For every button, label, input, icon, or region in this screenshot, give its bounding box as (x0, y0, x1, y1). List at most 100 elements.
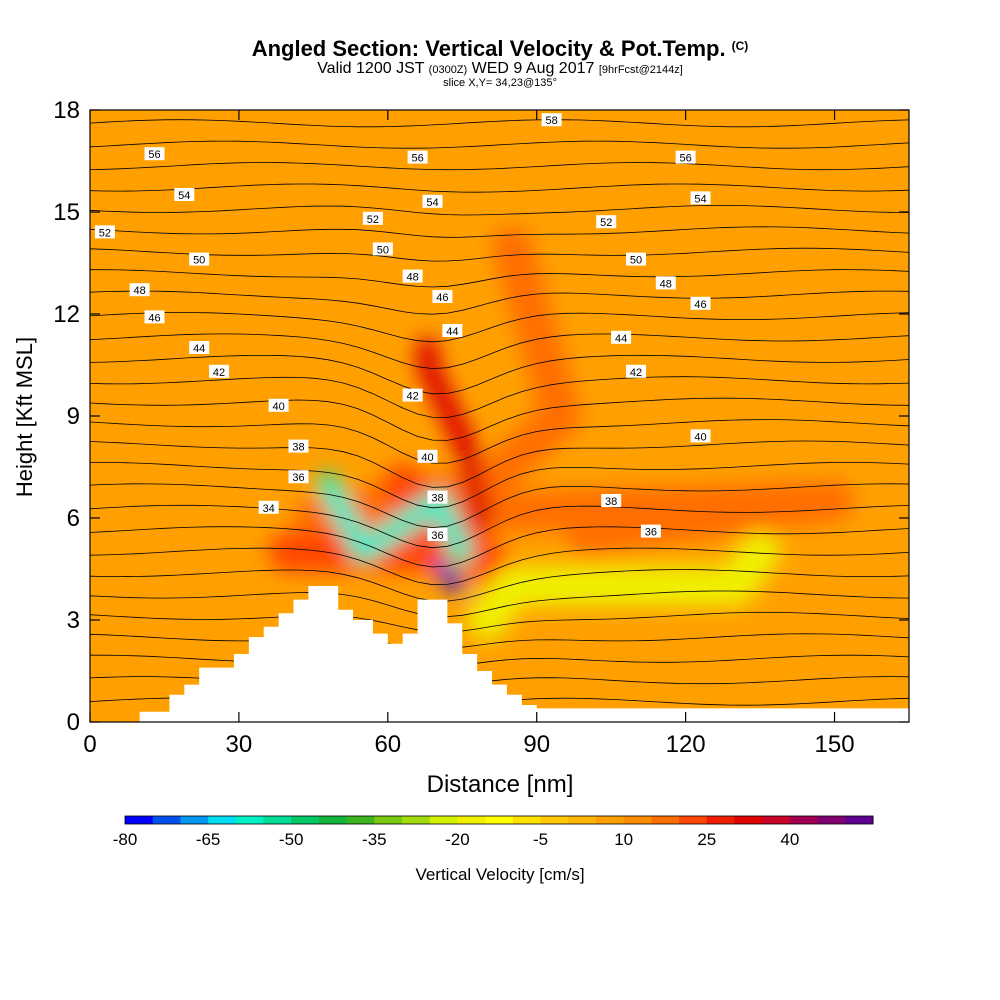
colorbar-swatch (263, 816, 292, 824)
contour-label-text: 40 (694, 431, 706, 443)
chart-subtitle: Valid 1200 JST (0300Z) WED 9 Aug 2017 [9… (317, 60, 683, 77)
contour-label-42: 42 (626, 364, 646, 379)
colorbar-swatch (540, 816, 569, 824)
contour-label-text: 50 (193, 255, 205, 267)
y-tick-label: 6 (67, 505, 80, 532)
theta-contour-line (90, 504, 909, 549)
colorbar-swatch (457, 816, 486, 824)
contour-label-text: 48 (134, 285, 146, 297)
theta-contour-line (90, 461, 909, 509)
x-tick-label: 30 (226, 731, 253, 758)
colorbar-tick-label: -35 (362, 830, 387, 849)
contour-label-44: 44 (442, 324, 463, 338)
colorbar-swatch (318, 816, 348, 824)
contour-label-text: 46 (148, 312, 160, 324)
contour-label-40: 40 (268, 398, 289, 413)
contour-label-46: 46 (432, 290, 453, 304)
contour-label-52: 52 (94, 225, 115, 239)
x-tick-label: 120 (666, 731, 706, 758)
contour-label-text: 40 (272, 401, 284, 413)
theta-contour-line (90, 247, 909, 262)
contour-label-text: 56 (148, 149, 160, 161)
theta-contour-line (90, 162, 909, 171)
contour-label-58: 58 (541, 113, 562, 127)
theta-contour-line (90, 654, 909, 668)
contour-label-50: 50 (372, 242, 393, 256)
theta-contours (90, 119, 909, 708)
colorbar-tick-label: -50 (279, 830, 304, 849)
theta-contour-line (90, 140, 909, 149)
contour-label-38: 38 (288, 439, 309, 454)
theta-contour-line (90, 312, 909, 343)
x-tick-label: 90 (523, 731, 550, 758)
contour-label-38: 38 (601, 494, 622, 508)
contour-label-56: 56 (407, 150, 428, 165)
title-tag: (C) (731, 39, 749, 53)
theta-contour-line (90, 119, 909, 128)
contour-label-40: 40 (690, 429, 711, 443)
subtitle-forecast: [9hrFcst@2144z] (598, 64, 683, 76)
theta-contour-line (90, 376, 909, 418)
theta-contour-line (90, 333, 909, 370)
y-tick-label: 0 (67, 709, 80, 736)
theta-contour-line (90, 612, 909, 633)
contour-label-48: 48 (655, 276, 676, 290)
colorbar-swatch (235, 816, 265, 824)
velocity-region-strong-downdraft (317, 473, 474, 563)
contour-label-46: 46 (690, 296, 711, 311)
contour-label-text: 46 (436, 292, 448, 304)
terrain (90, 586, 909, 722)
contour-label-52: 52 (362, 211, 383, 226)
theta-contour-line (90, 483, 909, 529)
contour-label-text: 36 (645, 527, 657, 539)
contour-label-text: 52 (367, 214, 379, 226)
theta-contour-line (90, 633, 909, 649)
contour-label-text: 42 (407, 391, 419, 403)
contour-label-44: 44 (611, 330, 632, 345)
contour-label-text: 44 (615, 333, 627, 345)
contour-label-text: 56 (411, 153, 423, 165)
colorbar-swatch (817, 816, 846, 824)
contour-label-48: 48 (402, 269, 423, 284)
contour-label-text: 36 (292, 472, 304, 484)
contour-label-54: 54 (422, 194, 443, 209)
theta-contour-line (90, 183, 909, 193)
contour-label-36: 36 (427, 528, 448, 542)
subtitle-date: WED 9 Aug 2017 (471, 60, 595, 77)
colorbar-swatch (485, 816, 514, 824)
contour-label-text: 38 (431, 493, 443, 505)
colorbar-swatch (623, 816, 652, 824)
contour-label-text: 52 (99, 227, 111, 239)
contour-label-text: 54 (694, 193, 706, 205)
y-tick-label: 15 (53, 199, 80, 226)
colorbar-swatch (402, 816, 431, 824)
y-tick-label: 18 (53, 97, 80, 124)
colorbar-swatch (208, 816, 237, 824)
x-tick-label: 150 (815, 731, 855, 758)
colorbar-swatch (595, 816, 625, 824)
contour-label-text: 42 (630, 367, 642, 379)
theta-contour-line (90, 226, 909, 238)
contour-label-42: 42 (209, 364, 230, 379)
theta-contour-line (90, 397, 909, 441)
contour-label-36: 36 (288, 470, 309, 484)
colorbar-tick-label: -5 (533, 830, 548, 849)
colorbar-swatch (512, 816, 542, 824)
contour-label-text: 52 (600, 217, 612, 229)
theta-contour-line (90, 440, 909, 488)
y-axis-label: Height [Kft MSL] (12, 337, 37, 497)
velocity-region-downdraft (467, 532, 781, 640)
contour-label-text: 40 (421, 452, 433, 464)
contour-label-34: 34 (258, 500, 279, 515)
theta-contour-line (90, 547, 909, 586)
contour-label-40: 40 (417, 449, 438, 464)
colorbar-swatch (568, 816, 597, 824)
contour-label-52: 52 (596, 215, 617, 229)
x-axis-label: Distance [nm] (427, 771, 574, 798)
contour-label-text: 44 (446, 326, 458, 338)
theta-contour-line (90, 590, 909, 618)
contour-label-text: 38 (605, 496, 617, 508)
theta-contour-line (90, 526, 909, 568)
contour-label-text: 46 (694, 299, 706, 311)
